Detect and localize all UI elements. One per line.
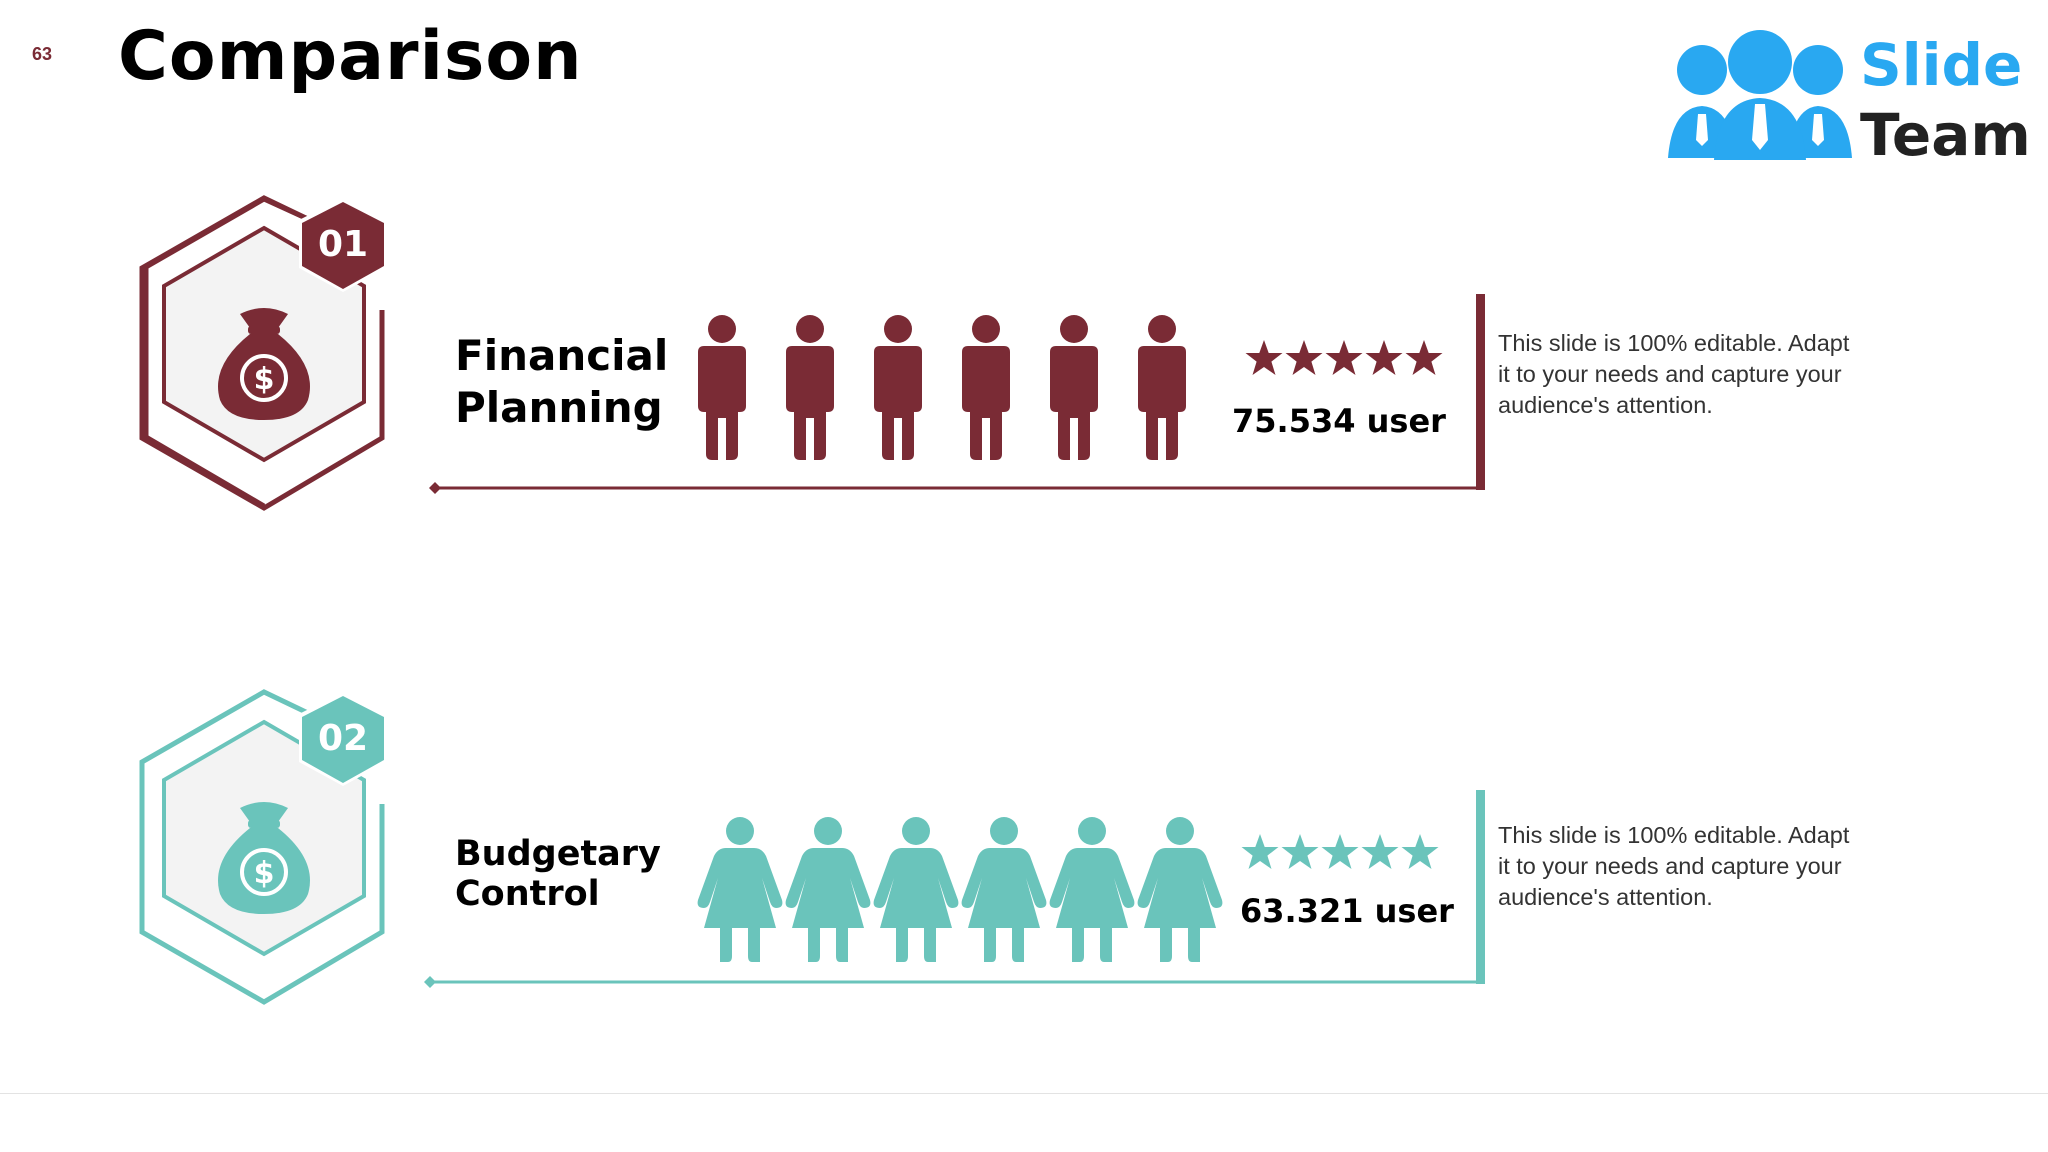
star-icon <box>1285 340 1323 375</box>
slide-title: Comparison <box>118 17 583 96</box>
user-count: 63.321 user <box>1240 892 1454 930</box>
star-icon <box>1365 340 1403 375</box>
description-line-2: it to your needs and capture your <box>1498 361 1842 387</box>
star-icon <box>1281 834 1319 869</box>
description-line-3: audience's attention. <box>1498 392 1713 418</box>
row-title-line-1: Financial <box>455 331 669 380</box>
star-icon <box>1325 340 1363 375</box>
svg-text:$: $ <box>254 362 275 397</box>
slideteam-logo: Slide Team <box>1662 28 2031 168</box>
badge-number: 02 <box>318 718 368 759</box>
hexagon-frame: $ 01 <box>139 195 387 511</box>
row-description: This slide is 100% editable. Adapt it to… <box>1498 328 1898 421</box>
description-line-3: audience's attention. <box>1498 884 1713 910</box>
logo-people-icon <box>1668 30 1852 160</box>
user-count: 75.534 user <box>1232 402 1446 440</box>
row-title-line-1: Budgetary <box>455 834 661 874</box>
star-icon <box>1401 834 1439 869</box>
female-person-icon <box>785 817 871 962</box>
star-rating <box>1245 340 1443 375</box>
comparison-row-1: $ 01 Financial Planning <box>0 190 2048 530</box>
male-person-icon <box>698 315 746 460</box>
money-bag-dollar-icon: $ <box>218 802 310 914</box>
male-person-icon <box>1050 315 1098 460</box>
description-line-1: This slide is 100% editable. Adapt <box>1498 822 1850 848</box>
star-icon <box>1241 834 1279 869</box>
female-person-icon <box>1049 817 1135 962</box>
male-people-group <box>698 315 1186 460</box>
female-person-icon <box>873 817 959 962</box>
row-title-line-2: Control <box>455 874 600 914</box>
male-person-icon <box>962 315 1010 460</box>
row-title: Financial Planning <box>455 330 668 434</box>
male-person-icon <box>874 315 922 460</box>
female-person-icon <box>697 817 783 962</box>
row-description: This slide is 100% editable. Adapt it to… <box>1498 820 1898 913</box>
description-line-2: it to your needs and capture your <box>1498 853 1842 879</box>
female-person-icon <box>1137 817 1223 962</box>
svg-text:$: $ <box>254 856 275 891</box>
badge-hexagon <box>302 696 384 783</box>
female-people-group <box>697 817 1223 962</box>
star-icon <box>1361 834 1399 869</box>
row-title: Budgetary Control <box>455 834 661 914</box>
logo-word-team: Team <box>1860 101 2031 169</box>
badge-number: 01 <box>318 224 368 265</box>
row-title-line-2: Planning <box>455 383 663 432</box>
star-icon <box>1321 834 1359 869</box>
row-bracket-line <box>429 294 1485 494</box>
hexagon-frame: $ 02 <box>139 689 387 1005</box>
female-person-icon <box>961 817 1047 962</box>
star-icon <box>1245 340 1283 375</box>
male-person-icon <box>1138 315 1186 460</box>
star-icon <box>1405 340 1443 375</box>
slide-number: 63 <box>32 44 53 64</box>
row-bracket-line <box>424 790 1485 988</box>
badge-hexagon <box>302 202 384 289</box>
male-person-icon <box>786 315 834 460</box>
logo-word-slide: Slide <box>1860 31 2023 99</box>
footer-divider <box>0 1093 2048 1094</box>
star-rating <box>1241 834 1439 869</box>
money-bag-dollar-icon: $ <box>218 308 310 420</box>
comparison-row-2: $ 02 Budgetary Control <box>0 684 2048 1024</box>
description-line-1: This slide is 100% editable. Adapt <box>1498 330 1850 356</box>
